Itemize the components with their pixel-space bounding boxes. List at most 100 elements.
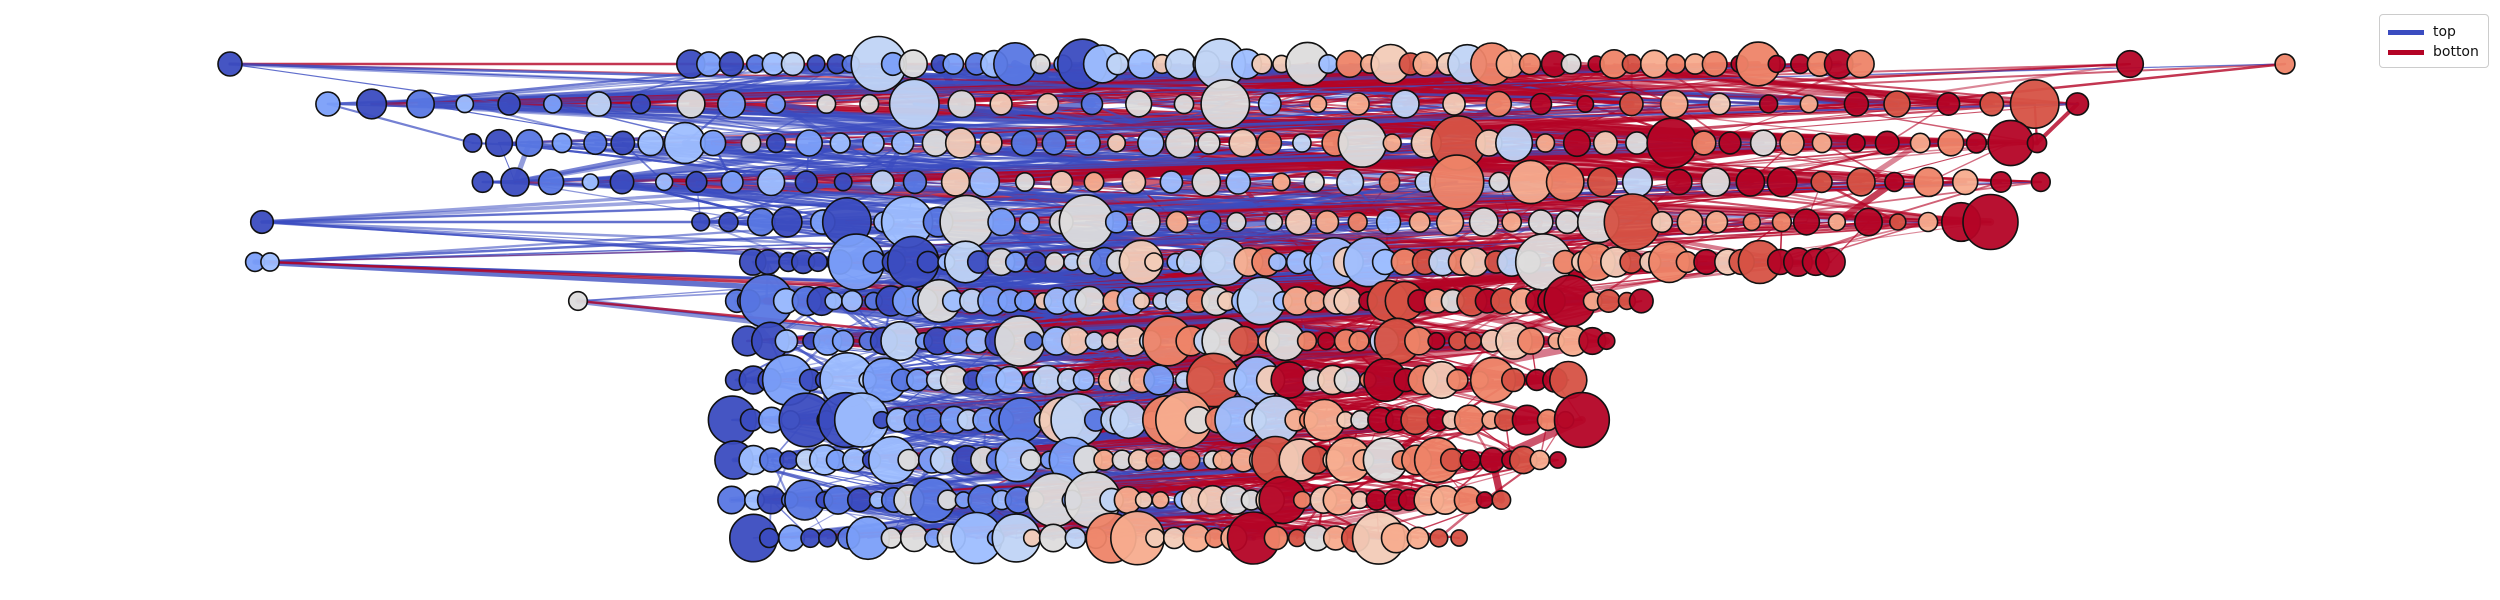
graph-node — [1518, 52, 1542, 76]
graph-node — [1093, 449, 1116, 471]
graph-node — [1494, 123, 1534, 163]
graph-node — [1427, 331, 1446, 351]
graph-node — [1646, 117, 1698, 169]
graph-node — [916, 406, 943, 434]
graph-node — [696, 51, 722, 77]
graph-node — [1322, 484, 1355, 516]
graph-node — [989, 92, 1013, 116]
graph-node — [940, 167, 971, 197]
graph-node — [1296, 330, 1318, 352]
graph-node — [1137, 129, 1165, 157]
graph-node — [1378, 171, 1401, 193]
graph-node — [637, 129, 665, 157]
graph-node — [609, 169, 635, 195]
graph-node — [1145, 527, 1166, 548]
graph-node — [1014, 172, 1035, 193]
graph-node — [1501, 367, 1526, 393]
graph-node — [542, 94, 563, 114]
graph-node — [1176, 249, 1202, 275]
graph-node — [1014, 290, 1036, 312]
graph-node — [1075, 130, 1101, 156]
graph-edge — [773, 101, 843, 146]
graph-node — [1742, 212, 1762, 232]
graph-node — [944, 127, 977, 159]
graph-node — [794, 170, 818, 194]
graph-node — [1271, 172, 1291, 192]
graph-node — [795, 129, 824, 157]
graph-node — [1884, 171, 1905, 193]
graph-node — [581, 173, 600, 191]
graph-node — [758, 527, 780, 549]
graph-node — [583, 130, 608, 156]
graph-node — [1292, 490, 1312, 510]
graph-node — [740, 132, 762, 154]
graph-node — [1965, 132, 1988, 154]
graph-node — [1621, 166, 1653, 198]
graph-node — [1446, 368, 1469, 392]
graph-node — [1106, 52, 1130, 76]
graph-node — [1766, 166, 1798, 198]
graph-edge — [1898, 62, 2287, 106]
graph-node — [833, 172, 853, 192]
graph-node — [1226, 211, 1247, 233]
graph-node — [800, 527, 821, 549]
graph-node — [1336, 167, 1365, 197]
graph-node — [862, 131, 885, 155]
graph-node — [1562, 128, 1592, 158]
legend-swatch-bottom — [2388, 49, 2424, 55]
graph-node — [1767, 54, 1786, 74]
graph-node — [471, 170, 494, 194]
graph-node — [1718, 131, 1742, 155]
graph-node — [1029, 53, 1051, 75]
graph-node — [780, 51, 806, 77]
graph-node — [1951, 168, 1979, 196]
graph-node — [717, 485, 747, 515]
graph-node — [1553, 391, 1611, 449]
graph-node — [1263, 525, 1289, 551]
graph-node — [1317, 331, 1336, 351]
graph-edge — [1715, 181, 2042, 223]
graph-edge — [1090, 102, 1182, 145]
graph-node — [699, 129, 727, 157]
graph-node — [1225, 169, 1252, 195]
graph-node — [1109, 400, 1148, 440]
graph-node — [817, 528, 838, 548]
graph-node — [807, 251, 829, 273]
graph-node — [1909, 132, 1931, 154]
graph-node — [585, 91, 612, 117]
graph-node — [937, 489, 959, 511]
graph-node — [1749, 129, 1777, 157]
graph-node — [968, 166, 1001, 198]
legend-entry-top: top — [2388, 22, 2480, 42]
graph-node — [716, 89, 746, 119]
graph-node — [1771, 211, 1793, 233]
graph-node — [1479, 446, 1506, 473]
graph-node — [1084, 331, 1105, 351]
graph-node — [888, 78, 940, 130]
graph-node — [987, 207, 1016, 237]
legend-label-top: top — [2433, 24, 2456, 40]
graph-node — [1318, 53, 1339, 74]
graph-node — [1025, 251, 1048, 273]
graph-node — [1019, 448, 1042, 471]
graph-node — [880, 320, 921, 362]
graph-node — [1159, 170, 1184, 194]
graph-node — [1074, 285, 1105, 317]
graph-node — [1883, 90, 1911, 118]
graph-node — [260, 252, 280, 272]
graph-node — [1435, 207, 1465, 237]
graph-node — [1535, 133, 1556, 153]
graph-node — [1050, 170, 1074, 194]
graph-node — [676, 89, 706, 119]
graph-node — [1529, 92, 1553, 116]
graph-node — [1936, 92, 1961, 117]
graph-node — [485, 128, 514, 158]
graph-node — [1555, 209, 1580, 235]
graph-node — [1913, 166, 1944, 198]
graph-node — [1131, 207, 1161, 237]
graph-node — [1488, 171, 1510, 193]
graph-node — [765, 93, 787, 115]
graph-node — [2026, 132, 2048, 154]
graph-node — [610, 130, 636, 156]
